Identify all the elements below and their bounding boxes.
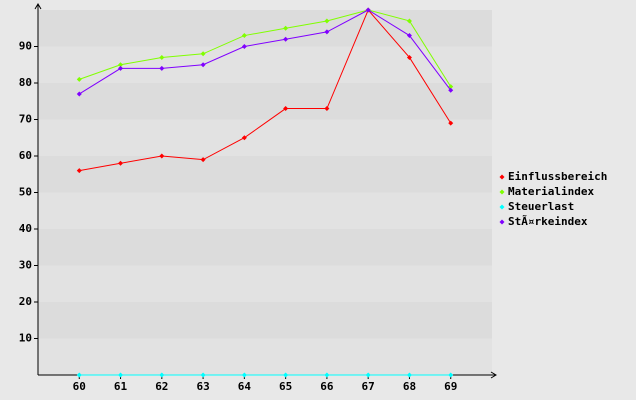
legend-marker xyxy=(499,219,505,225)
y-tick-label: 50 xyxy=(19,186,32,199)
x-tick-label: 69 xyxy=(444,380,457,393)
y-tick-label: 70 xyxy=(19,113,32,126)
point xyxy=(76,76,82,82)
point xyxy=(118,160,124,166)
grid-band xyxy=(38,192,492,229)
y-axis-arrow xyxy=(34,3,42,10)
y-tick-label: 40 xyxy=(19,222,32,235)
y-tick-label: 20 xyxy=(19,295,32,308)
point xyxy=(159,54,165,60)
grid-band xyxy=(38,46,492,83)
point xyxy=(200,62,206,68)
point xyxy=(76,91,82,97)
point xyxy=(76,168,82,174)
grid-band xyxy=(38,229,492,266)
point xyxy=(241,135,247,141)
point xyxy=(76,372,82,378)
point xyxy=(324,106,330,112)
legend-label: StÃ¤rkeindex xyxy=(508,215,588,228)
point xyxy=(159,372,165,378)
point xyxy=(406,18,412,24)
x-tick-label: 64 xyxy=(238,380,252,393)
point xyxy=(283,106,289,112)
y-tick-label: 30 xyxy=(19,259,32,272)
point xyxy=(448,372,454,378)
legend-marker xyxy=(499,189,505,195)
x-tick-label: 67 xyxy=(362,380,375,393)
point xyxy=(159,65,165,71)
point xyxy=(406,33,412,39)
point xyxy=(200,372,206,378)
point xyxy=(283,25,289,31)
grid-band xyxy=(38,10,492,47)
grid-band xyxy=(38,83,492,120)
grid-band xyxy=(38,302,492,339)
x-tick-label: 66 xyxy=(320,380,334,393)
y-tick-label: 10 xyxy=(19,332,32,345)
point xyxy=(118,65,124,71)
grid-band xyxy=(38,265,492,302)
point xyxy=(241,372,247,378)
legend-label: Materialindex xyxy=(508,185,594,198)
x-tick-label: 60 xyxy=(73,380,86,393)
legend-label: Einflussbereich xyxy=(508,170,607,183)
point xyxy=(241,33,247,39)
point xyxy=(324,29,330,35)
series-line xyxy=(79,9,452,87)
x-tick-label: 62 xyxy=(155,380,168,393)
point xyxy=(159,153,165,159)
legend-marker xyxy=(499,174,505,180)
point xyxy=(365,372,371,378)
grid-band xyxy=(38,156,492,193)
point xyxy=(448,87,454,93)
x-tick-label: 61 xyxy=(114,380,128,393)
legend-label: Steuerlast xyxy=(508,200,574,213)
point xyxy=(200,157,206,163)
y-tick-label: 80 xyxy=(19,76,32,89)
point xyxy=(283,36,289,42)
x-tick-label: 65 xyxy=(279,380,292,393)
point xyxy=(200,51,206,57)
point xyxy=(406,372,412,378)
y-tick-label: 90 xyxy=(19,40,32,53)
point xyxy=(118,372,124,378)
x-axis-arrow xyxy=(490,371,497,379)
point xyxy=(448,120,454,126)
x-tick-label: 63 xyxy=(196,380,209,393)
point xyxy=(365,7,371,13)
point xyxy=(324,18,330,24)
series-line xyxy=(79,9,452,95)
legend-marker xyxy=(499,204,505,210)
point xyxy=(283,372,289,378)
y-tick-label: 60 xyxy=(19,149,32,162)
x-tick-label: 68 xyxy=(403,380,416,393)
series-line xyxy=(79,9,452,172)
point xyxy=(118,62,124,68)
point xyxy=(241,44,247,49)
point xyxy=(406,54,412,60)
grid-band xyxy=(38,119,492,156)
grid-band xyxy=(38,338,492,375)
point xyxy=(324,372,330,378)
